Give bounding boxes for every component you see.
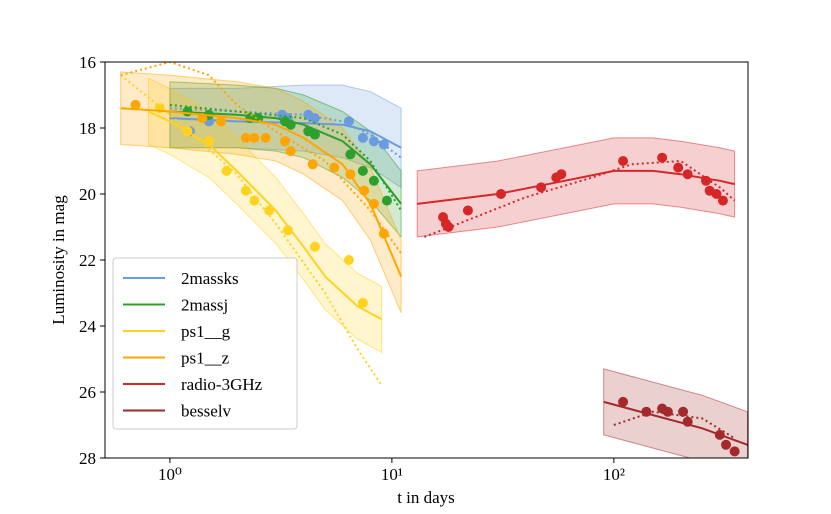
model-band xyxy=(147,77,383,354)
x-axis-label: t in days xyxy=(397,488,455,507)
data-point xyxy=(729,446,740,457)
dotted-line xyxy=(613,410,736,440)
legend-label: radio-3GHz xyxy=(181,375,263,394)
data-point xyxy=(673,162,684,173)
data-point xyxy=(536,182,547,193)
data-point xyxy=(717,195,728,206)
data-point xyxy=(249,195,260,206)
data-point xyxy=(264,205,275,216)
y-tick-label: 20 xyxy=(79,185,96,204)
data-point xyxy=(357,297,368,308)
data-point xyxy=(556,169,567,180)
model-line xyxy=(120,107,403,277)
legend-box xyxy=(112,257,298,430)
data-point xyxy=(182,126,193,137)
data-point xyxy=(368,136,379,147)
data-point xyxy=(378,228,389,239)
data-point xyxy=(345,169,356,180)
dotted-line xyxy=(120,62,402,254)
model-band xyxy=(603,368,748,458)
data-point xyxy=(130,99,141,110)
model-line xyxy=(169,110,402,205)
legend-label: ps1__g xyxy=(181,322,231,341)
data-point xyxy=(197,113,208,124)
data-point xyxy=(721,439,732,450)
data-point xyxy=(182,106,193,117)
legend-label: 2massj xyxy=(181,296,228,315)
data-point xyxy=(357,165,368,176)
y-tick-label: 18 xyxy=(79,119,96,138)
legend-label: ps1__z xyxy=(181,349,230,368)
data-point xyxy=(343,116,354,127)
data-point xyxy=(343,255,354,265)
data-point xyxy=(249,132,260,143)
data-point xyxy=(678,406,689,417)
y-tick-label: 26 xyxy=(79,383,96,402)
model-band xyxy=(416,137,736,238)
legend-label: 2massks xyxy=(181,269,239,288)
data-point xyxy=(618,396,629,407)
legend-label: besselv xyxy=(181,402,232,421)
y-tick-label: 24 xyxy=(79,317,97,336)
data-point xyxy=(714,429,725,440)
plot-area xyxy=(120,62,748,458)
data-point xyxy=(368,175,379,186)
x-tick-label: 10¹ xyxy=(381,465,403,484)
data-point xyxy=(368,198,379,209)
data-point xyxy=(657,152,668,163)
data-point xyxy=(345,149,356,160)
data-point xyxy=(285,146,296,157)
data-point xyxy=(240,185,251,196)
data-point xyxy=(357,132,368,143)
y-axis-label: Luminosity in mag xyxy=(49,195,68,325)
dotted-line xyxy=(120,74,383,386)
data-point xyxy=(260,132,271,143)
data-point xyxy=(381,195,392,206)
data-point xyxy=(307,159,318,170)
data-point xyxy=(462,205,473,216)
data-point xyxy=(359,185,370,196)
data-point xyxy=(240,132,251,143)
data-point xyxy=(329,162,340,173)
data-point xyxy=(309,241,320,252)
data-point xyxy=(216,116,227,127)
data-point xyxy=(711,189,722,199)
model-line xyxy=(603,400,748,446)
data-point xyxy=(221,165,232,176)
data-point xyxy=(641,406,652,417)
data-point xyxy=(204,136,215,147)
y-tick-label: 28 xyxy=(79,449,96,468)
data-point xyxy=(309,129,320,140)
data-point xyxy=(700,175,711,186)
dotted-line xyxy=(169,103,402,212)
data-point xyxy=(682,169,693,180)
data-point xyxy=(280,136,291,147)
data-point xyxy=(285,119,296,130)
data-point xyxy=(378,139,389,150)
data-point xyxy=(662,406,673,417)
data-point xyxy=(443,222,454,232)
y-tick-label: 22 xyxy=(79,251,96,270)
model-line xyxy=(417,169,735,205)
data-point xyxy=(618,156,629,166)
data-point xyxy=(309,113,320,124)
legend: 2massks 2massj ps1__g ps1__z radio-3GHz besse… xyxy=(112,257,298,430)
x-tick-label: 10⁰ xyxy=(158,465,182,484)
model-line xyxy=(147,110,383,321)
x-tick-label: 10² xyxy=(603,465,625,484)
y-tick-label: 16 xyxy=(79,53,96,72)
data-point xyxy=(282,225,293,236)
data-point xyxy=(682,416,693,427)
data-point xyxy=(495,189,506,199)
